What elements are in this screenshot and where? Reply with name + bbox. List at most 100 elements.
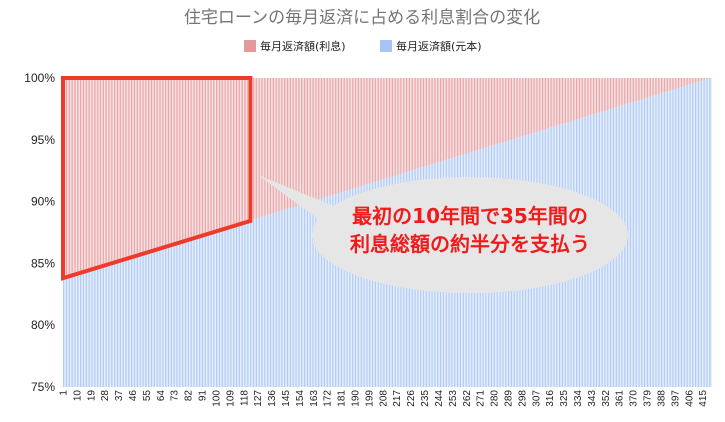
bar-interest (594, 78, 596, 114)
bar-principal (175, 243, 177, 387)
bar-principal (86, 271, 88, 387)
bar-interest (620, 78, 622, 106)
bar-principal (273, 213, 274, 387)
bar-principal (316, 199, 318, 387)
bar-interest (358, 78, 359, 187)
bar-interest (81, 78, 83, 273)
bar-principal (668, 90, 670, 388)
bar-interest (399, 78, 401, 175)
bar-interest (287, 78, 288, 209)
bar-interest (577, 78, 579, 120)
bar-interest (402, 78, 404, 174)
bar-interest (415, 78, 417, 170)
bar-interest (262, 78, 264, 217)
bar-interest (385, 78, 387, 179)
bar-principal (670, 90, 672, 388)
bar-interest (256, 78, 257, 219)
bar-interest (86, 78, 88, 272)
bar-principal (200, 235, 202, 387)
bar-interest (144, 78, 146, 253)
bar-interest (66, 78, 67, 278)
x-tick-label: 334 (573, 390, 584, 407)
bar-interest (113, 78, 115, 263)
bar-principal (265, 215, 267, 387)
bar-principal (676, 88, 678, 387)
bar-interest (586, 78, 588, 117)
legend-item-principal: 毎月返済額(元本) (380, 39, 482, 53)
bar-interest (347, 78, 349, 191)
x-tick-label: 19 (86, 390, 97, 402)
bar-interest (525, 78, 526, 136)
bar-principal (358, 186, 359, 387)
bar-principal (63, 278, 64, 387)
bar-interest (668, 78, 670, 91)
bar-interest (702, 78, 704, 81)
bar-interest (676, 78, 678, 89)
bar-interest (472, 78, 474, 152)
bar-interest (291, 78, 293, 208)
x-tick-label: 163 (309, 390, 320, 407)
bar-principal (239, 223, 241, 387)
bar-principal (657, 94, 659, 387)
x-tick-label: 388 (657, 390, 668, 407)
bar-interest (563, 78, 565, 124)
bar-principal (189, 239, 191, 387)
x-tick-label: 100 (211, 390, 222, 407)
bar-interest (137, 78, 139, 256)
bar-interest (211, 78, 213, 233)
bar-principal (324, 197, 325, 387)
bar-principal (243, 222, 245, 387)
bar-interest (246, 78, 248, 222)
bar-interest (653, 78, 655, 96)
bar-principal (195, 237, 197, 387)
bar-interest (491, 78, 492, 146)
bar-principal (268, 214, 270, 387)
bar-interest (157, 78, 159, 250)
bar-interest (467, 78, 469, 154)
x-tick-label: 109 (225, 390, 236, 407)
y-tick-label: 85% (31, 256, 55, 270)
bar-interest (695, 78, 696, 83)
bar-interest (535, 78, 537, 132)
x-tick-label: 244 (434, 390, 445, 407)
bar-interest (104, 78, 106, 266)
bar-principal (180, 241, 182, 387)
bar-principal (636, 100, 638, 387)
x-tick-label: 199 (364, 390, 375, 407)
bar-principal (280, 210, 282, 387)
bar-principal (174, 243, 176, 387)
bar-interest (154, 78, 156, 251)
bar-principal (667, 91, 669, 387)
bar-interest (671, 78, 673, 90)
callout: 最初の10年間で35年間の 利息総額の約半分を支払う (258, 175, 628, 294)
bar-interest (518, 78, 520, 138)
bar-interest (537, 78, 539, 132)
bar-principal (288, 208, 290, 387)
bar-interest (97, 78, 98, 268)
bar-interest (140, 78, 142, 255)
bar-interest (232, 78, 234, 226)
bar-principal (215, 230, 217, 387)
bar-principal (87, 270, 89, 387)
bar-interest (260, 78, 262, 218)
bar-principal (634, 101, 636, 388)
bar-interest (171, 78, 173, 245)
bar-principal (270, 214, 271, 387)
bar-interest (640, 78, 642, 100)
bar-principal (178, 242, 180, 387)
bar-principal (163, 247, 165, 387)
bar-interest (138, 78, 140, 255)
bar-interest (212, 78, 214, 232)
bar-principal (653, 95, 655, 388)
bar-principal (171, 244, 173, 387)
bar-interest (294, 78, 296, 207)
bar-principal (93, 268, 95, 387)
bar-interest (242, 78, 244, 223)
bar-principal (710, 78, 712, 387)
bar-interest (617, 78, 619, 107)
bar-principal (698, 81, 699, 387)
bar-interest (143, 78, 145, 254)
bar-principal (107, 264, 109, 387)
bar-principal (691, 83, 693, 387)
bar-interest (90, 78, 92, 270)
